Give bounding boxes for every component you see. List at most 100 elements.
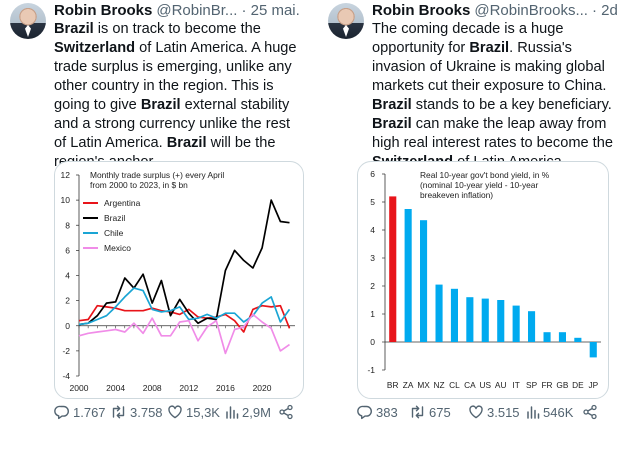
tweet-header: Robin Brooks @RobinBr... · 25 mai. (54, 2, 300, 20)
views-button[interactable]: 2,9M (225, 404, 271, 420)
y-tick-label: 10 (61, 195, 71, 205)
reply-icon (54, 404, 70, 420)
share-button[interactable] (278, 404, 294, 420)
tweet-left[interactable]: Robin Brooks @RobinBr... · 25 mai. Brazil … (0, 0, 308, 451)
y-tick-label: 12 (61, 170, 71, 180)
x-tick-label: FR (541, 380, 552, 390)
views-icon (225, 404, 239, 420)
bar-gb (558, 332, 566, 342)
bar-za (404, 209, 412, 342)
x-tick-label: 2012 (179, 383, 198, 393)
x-tick-label: MX (417, 380, 430, 390)
repost-icon (409, 404, 426, 420)
share-button[interactable] (582, 404, 598, 420)
tweet-text-segment: stands to be a key beneficiary. (411, 97, 612, 113)
x-tick-label: 2000 (70, 383, 89, 393)
series-line-brazil (78, 199, 290, 326)
bar-jp (589, 342, 597, 358)
chart-title: Monthly trade surplus (+) every April fro… (90, 170, 224, 190)
author-handle[interactable]: @RobinBr... (156, 2, 238, 19)
bar-cl (450, 288, 458, 342)
views-icon (526, 404, 540, 420)
reply-count: 383 (376, 404, 398, 420)
y-tick-label: 8 (65, 220, 70, 230)
x-tick-label: 2004 (106, 383, 125, 393)
y-tick-label: 2 (370, 281, 375, 291)
legend-label: Mexico (104, 243, 131, 253)
repost-button[interactable]: 675 (409, 404, 451, 420)
trade-surplus-chart: -4 -2 0 2 4 6 8 10 12 2000 2004 2008 2012 2016 2020 Mon… (61, 170, 295, 393)
bar-mx (420, 220, 428, 342)
author-handle[interactable]: @RobinBrooks... (474, 2, 588, 19)
x-tick-label: AU (495, 380, 507, 390)
y-tick-label: 4 (370, 225, 375, 235)
chart-card-bond-yield[interactable]: -1 0 1 2 3 4 5 6 BR ZA MX NZ CL CA US AU IT SP FR GB DE JP Rea… (357, 161, 609, 399)
highlighted-keyword: Brazil (469, 40, 510, 56)
y-tick-label: -4 (62, 371, 70, 381)
tweet-text-segment: The coming decade is a huge opportunity … (372, 21, 564, 56)
reply-button[interactable]: 383 (357, 404, 398, 420)
bond-yield-chart: -1 0 1 2 3 4 5 6 BR ZA MX NZ CL CA US AU IT SP FR GB DE JP Rea… (367, 169, 601, 390)
bar-br (389, 196, 397, 342)
like-count: 3.515 (487, 404, 520, 420)
views-button[interactable]: 546K (526, 404, 573, 420)
y-tick-label: 6 (65, 245, 70, 255)
repost-icon (110, 404, 127, 420)
like-button[interactable]: 15,3K (167, 404, 220, 420)
tweet-time[interactable]: · 25 mai. (241, 2, 300, 19)
x-tick-label: 2020 (253, 383, 272, 393)
bar-it (512, 305, 520, 342)
x-tick-label: 2016 (216, 383, 235, 393)
tweet-actions: 1.767 3.758 15,3K 2,9M (54, 404, 304, 424)
bar-ca (466, 297, 474, 342)
highlighted-keyword: Brazil (372, 116, 412, 132)
reply-icon (357, 404, 373, 420)
y-tick-label: 6 (370, 169, 375, 179)
y-tick-label: 0 (370, 337, 375, 347)
bar-us (481, 298, 489, 342)
highlighted-keyword: Brazil (372, 97, 412, 113)
highlighted-keyword: Switzerland (54, 40, 136, 56)
chart-title: Real 10-year gov't bond yield, in % (nomi… (420, 170, 550, 200)
heart-icon (167, 404, 183, 420)
x-tick-label: US (480, 380, 492, 390)
legend-label: Argentina (104, 198, 141, 208)
y-tick-label: 4 (65, 271, 70, 281)
reply-button[interactable]: 1.767 (54, 404, 106, 420)
author-name[interactable]: Robin Brooks (372, 2, 471, 19)
tweet-header: Robin Brooks @RobinBrooks... · 2d (372, 2, 618, 20)
bar-sp (528, 311, 536, 342)
x-tick-label: CL (449, 380, 460, 390)
repost-button[interactable]: 3.758 (110, 404, 163, 420)
tweet-time[interactable]: · 2d (591, 2, 618, 19)
bar-fr (543, 332, 551, 342)
x-tick-label: SP (526, 380, 538, 390)
highlighted-keyword: Brazil (140, 97, 181, 113)
tweet-actions: 383 675 3.515 546K (357, 404, 607, 424)
share-icon (278, 404, 294, 420)
reply-count: 1.767 (73, 404, 106, 420)
chart-card-trade-surplus[interactable]: -4 -2 0 2 4 6 8 10 12 2000 2004 2008 2012 2016 2020 Mon… (54, 161, 304, 399)
repost-count: 675 (429, 404, 451, 420)
tweet-text-segment: external stability and a strong currency… (54, 97, 291, 151)
tweet-text-segment: of Latin America. A huge trade surplus i… (54, 40, 297, 113)
y-tick-label: 3 (370, 253, 375, 263)
bar-de (574, 337, 582, 342)
y-tick-label: 1 (370, 309, 375, 319)
x-tick-label: GB (556, 380, 568, 390)
bar-au (497, 300, 505, 342)
like-button[interactable]: 3.515 (468, 404, 520, 420)
x-tick-label: 2008 (143, 383, 162, 393)
like-count: 15,3K (186, 404, 220, 420)
heart-icon (468, 404, 484, 420)
avatar[interactable] (10, 3, 46, 39)
views-count: 546K (543, 404, 574, 420)
legend-label: Chile (104, 228, 124, 238)
y-tick-label: 5 (370, 197, 375, 207)
x-tick-label: JP (588, 380, 598, 390)
avatar[interactable] (328, 3, 364, 39)
y-tick-label: -2 (62, 346, 70, 356)
author-name[interactable]: Robin Brooks (54, 2, 153, 19)
series-line-chile (78, 287, 291, 326)
highlighted-keyword: Brazil (166, 135, 207, 151)
